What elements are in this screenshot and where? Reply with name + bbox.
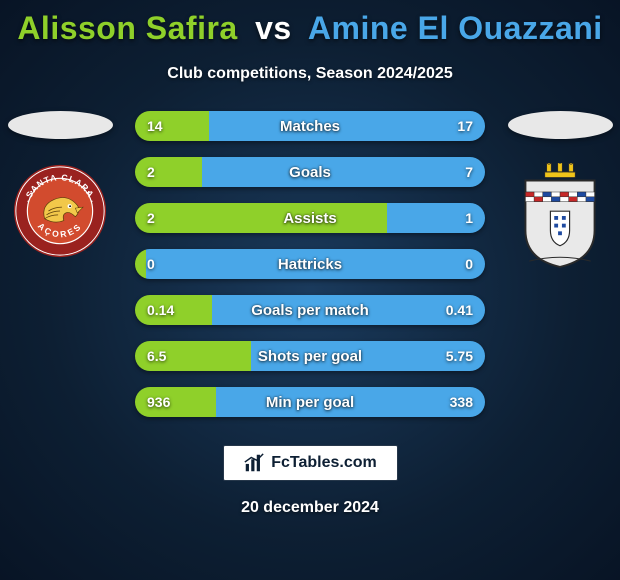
stat-value-left: 2 [135, 203, 167, 233]
subtitle: Club competitions, Season 2024/2025 [0, 65, 620, 83]
stat-row: 6.55.75Shots per goal [135, 341, 485, 371]
player-left-column: SANTA CLARA AÇORES [0, 111, 120, 259]
stat-bar-track [135, 295, 485, 325]
stat-value-left: 0.14 [135, 295, 186, 325]
stat-bar-left [135, 203, 387, 233]
stat-bar-track [135, 387, 485, 417]
stat-row: 27Goals [135, 157, 485, 187]
player-left-name: Alisson Safira [17, 10, 237, 46]
stat-row: 1417Matches [135, 111, 485, 141]
stat-value-left: 6.5 [135, 341, 178, 371]
stat-value-left: 14 [135, 111, 175, 141]
stats-panel: 1417Matches27Goals21Assists00Hattricks0.… [135, 111, 485, 433]
stat-value-right: 338 [438, 387, 485, 417]
stat-bar-track [135, 341, 485, 371]
footer-brand-text: FcTables.com [271, 454, 377, 472]
club-left-crest: SANTA CLARA AÇORES [12, 163, 108, 259]
fctables-logo: FcTables.com [223, 445, 398, 481]
braga-crest-icon [512, 163, 608, 269]
stat-row: 936338Min per goal [135, 387, 485, 417]
stat-bar-track [135, 111, 485, 141]
stat-bar-right [202, 157, 486, 187]
comparison-title: Alisson Safira vs Amine El Ouazzani [0, 0, 620, 47]
santa-clara-crest-icon: SANTA CLARA AÇORES [12, 163, 108, 259]
stat-value-right: 0 [453, 249, 485, 279]
footer-date: 20 december 2024 [0, 499, 620, 517]
player-right-silhouette [508, 111, 613, 139]
stat-row: 00Hattricks [135, 249, 485, 279]
stat-value-right: 0.41 [434, 295, 485, 325]
stat-bar-track [135, 249, 485, 279]
stat-value-right: 1 [453, 203, 485, 233]
bar-chart-icon [243, 452, 265, 474]
stat-value-left: 2 [135, 157, 167, 187]
stat-value-right: 5.75 [434, 341, 485, 371]
club-right-crest [512, 163, 608, 269]
stat-bar-right [209, 111, 486, 141]
vs-text: vs [255, 10, 292, 46]
stat-row: 0.140.41Goals per match [135, 295, 485, 325]
player-left-silhouette [8, 111, 113, 139]
stat-bar-right [146, 249, 486, 279]
player-right-column [500, 111, 620, 269]
stat-value-left: 936 [135, 387, 182, 417]
stat-value-right: 17 [445, 111, 485, 141]
stat-bar-track [135, 157, 485, 187]
stat-value-left: 0 [135, 249, 167, 279]
comparison-body: SANTA CLARA AÇORES [0, 111, 620, 431]
stat-row: 21Assists [135, 203, 485, 233]
stat-bar-track [135, 203, 485, 233]
player-right-name: Amine El Ouazzani [308, 10, 603, 46]
stat-value-right: 7 [453, 157, 485, 187]
